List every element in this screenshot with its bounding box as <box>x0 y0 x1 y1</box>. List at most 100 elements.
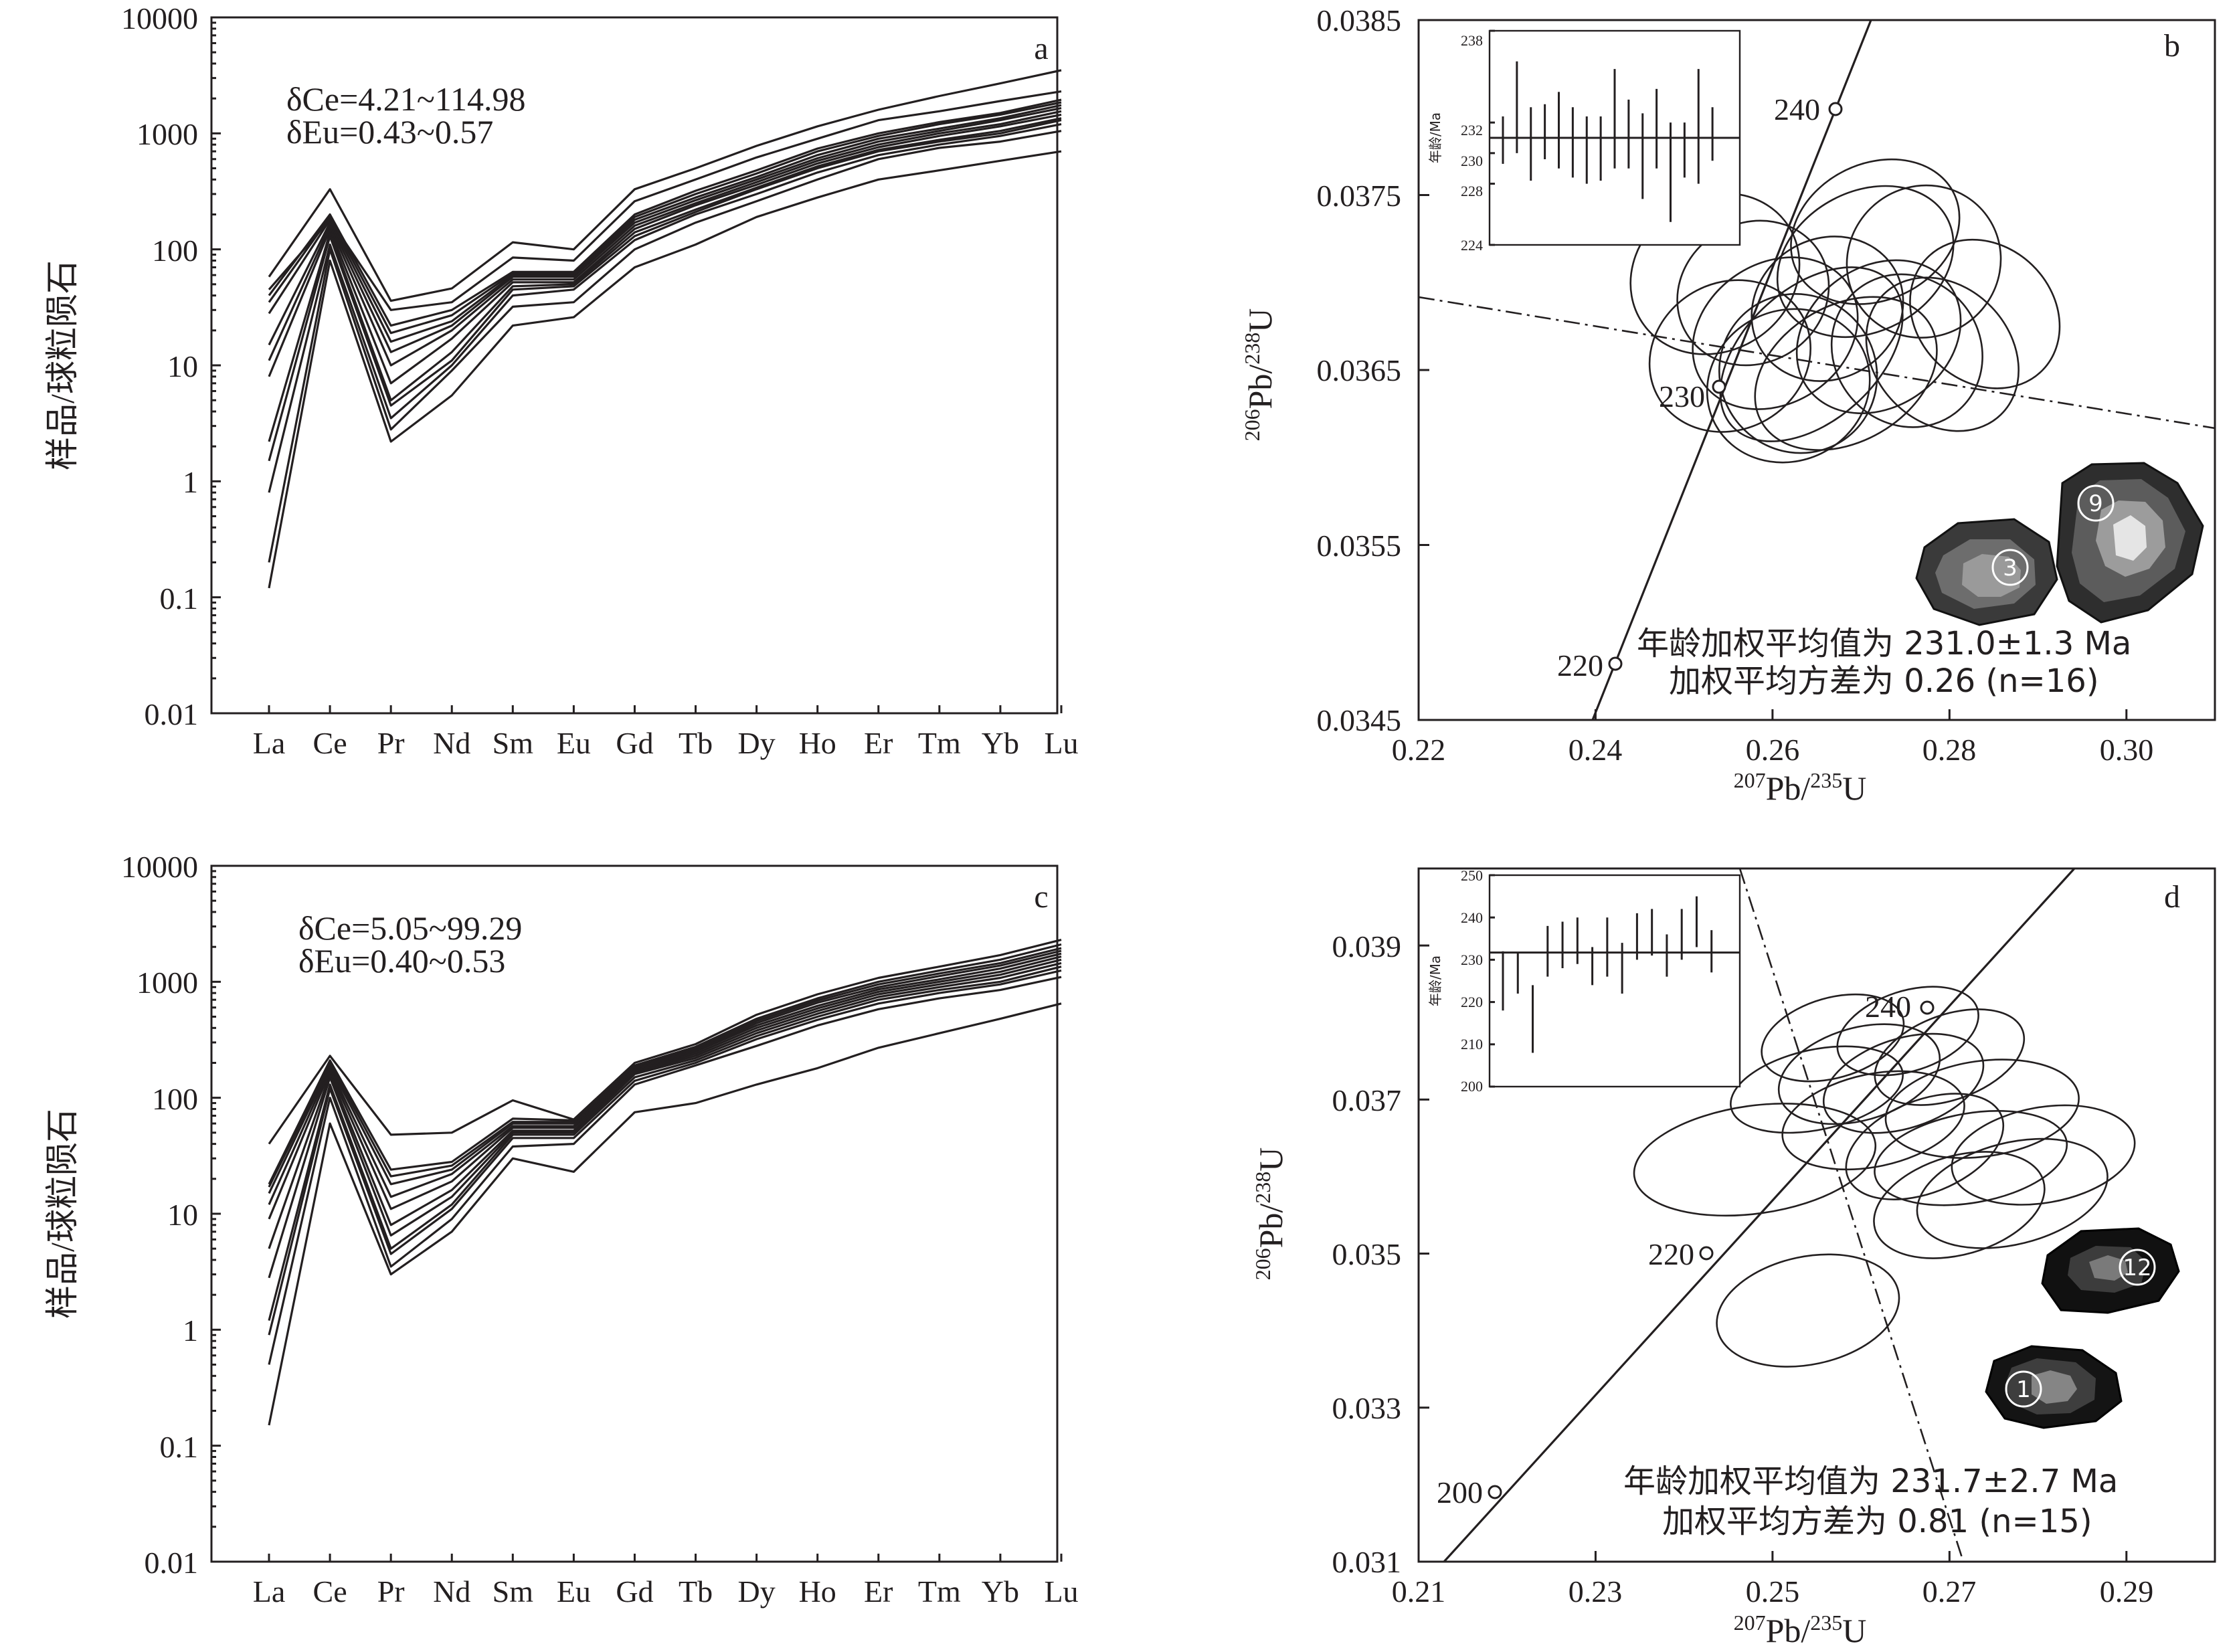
error-ellipse <box>1951 1104 2136 1206</box>
concordia-age-label: 230 <box>1659 379 1705 414</box>
inset-ytick-label: 224 <box>1461 237 1483 254</box>
xtick-label: 0.27 <box>1922 1574 1977 1609</box>
ytick-label: 1000 <box>137 966 198 1000</box>
xtick-label: 0.28 <box>1922 733 1977 767</box>
zircon-grain-image: 3 9 <box>1915 462 2204 626</box>
xtick-label: La <box>253 726 286 760</box>
ytick-label: 0.031 <box>1332 1545 1402 1579</box>
ree-pattern-line <box>268 69 1062 302</box>
concordia-age-marker <box>1699 1246 1714 1261</box>
concordia-age-label: 240 <box>1865 990 1911 1024</box>
panel-label-a: a <box>1034 31 1048 66</box>
grain-number-circle <box>2119 1249 2156 1286</box>
ytick-labels-d: 0.039 0.037 0.035 0.033 0.031 <box>1332 929 1402 1579</box>
error-ellipse <box>1706 308 1871 464</box>
zircon-grain-zone <box>1962 554 2021 597</box>
concordia-age-marker <box>1488 1485 1502 1499</box>
y-axis-title-a: 样品/球粒陨石 <box>43 260 81 470</box>
xtick-labels-b: 0.22 0.24 0.26 0.28 0.30 <box>1392 733 2154 767</box>
ytick-labels-a: 10000 1000 100 10 1 0.1 0.01 <box>121 1 198 731</box>
ree-pattern-line <box>268 101 1062 335</box>
error-ellipse <box>1781 1070 1965 1171</box>
annotation-dce-a: δCe=4.21~114.98 <box>286 80 526 118</box>
xtick-label: 0.24 <box>1569 733 1623 767</box>
error-ellipse <box>1719 266 1904 442</box>
inset-bars-d <box>1490 874 1740 1088</box>
ytick-labels-b: 0.0385 0.0375 0.0365 0.0355 0.0345 <box>1317 3 1402 737</box>
concordia-age-marker <box>1920 1000 1935 1015</box>
ytick-label: 10 <box>167 349 198 383</box>
xtick-label: Er <box>864 1574 893 1609</box>
inset-ytick-label: 230 <box>1461 951 1483 968</box>
annotation-deu-a: δEu=0.43~0.57 <box>286 113 493 151</box>
xtick-label: Yb <box>982 1574 1019 1609</box>
inset-ytick-label: 228 <box>1461 183 1483 199</box>
error-ellipse <box>1761 993 1905 1083</box>
ytick-label: 0.033 <box>1332 1391 1402 1425</box>
ree-pattern-line <box>268 90 1062 311</box>
ree-pattern-line <box>268 966 1062 1321</box>
xtick-label: Tb <box>679 1574 713 1609</box>
ytick-label: 0.1 <box>160 581 199 616</box>
xtick-label: Dy <box>737 726 775 760</box>
y-axis-title-b: 206Pb/238U <box>1240 308 1279 442</box>
ree-pattern-line <box>268 939 1062 1145</box>
xtick-label: 0.29 <box>2100 1574 2154 1609</box>
xtick-label: Eu <box>557 1574 591 1609</box>
ytick-label: 0.0385 <box>1317 3 1402 37</box>
ree-pattern-line <box>268 976 1062 1365</box>
yticks-c <box>211 864 1063 1563</box>
series-group-a <box>268 69 1062 589</box>
weighted-mean-age-d: 年龄加权平均值为 231.7±2.7 Ma <box>1623 1463 2118 1500</box>
xtick-labels-a: La Ce Pr Nd Sm Eu Gd Tb Dy Ho Er Tm Yb Lu <box>253 726 1079 760</box>
panel-c: 10000 1000 100 10 1 0.1 0.01 La Ce Pr Nd Sm E… <box>43 850 1079 1609</box>
mswd-d: 加权平均方差为 0.81 (n=15) <box>1662 1503 2092 1540</box>
ree-pattern-line <box>268 961 1062 1279</box>
ree-pattern-line <box>268 113 1062 385</box>
ytick-label: 0.01 <box>145 1546 199 1580</box>
error-ellipse <box>1873 1151 2046 1259</box>
inset-age-plot-d: 年龄/Ma 250 240 230 220 210 200 <box>1427 867 1741 1095</box>
ree-pattern-line <box>268 110 1062 367</box>
ree-pattern-line <box>268 98 1062 327</box>
xtick-label: La <box>253 1574 286 1609</box>
ytick-label: 0.035 <box>1332 1237 1402 1271</box>
inset-ytick-label: 210 <box>1461 1036 1483 1052</box>
xtick-label: Dy <box>737 1574 775 1609</box>
panel-a: 10000 1000 100 10 1 0.1 0.01 La Ce Pr Nd Sm E… <box>43 1 1079 760</box>
inset-ytick-label: 200 <box>1461 1078 1483 1095</box>
inset-ytick-label: 240 <box>1461 909 1483 926</box>
zircon-grain-image: 12 1 <box>1985 1227 2180 1429</box>
ree-pattern-line <box>268 107 1062 353</box>
grain-number: 9 <box>2088 490 2103 517</box>
ytick-label: 1 <box>183 1313 198 1348</box>
xtick-label: Nd <box>433 726 470 760</box>
regression-line-d <box>1738 868 1965 1562</box>
concordia-age-label: 220 <box>1648 1237 1694 1271</box>
inset-ytick-label: 238 <box>1461 32 1483 49</box>
error-ellipse <box>1795 259 1962 414</box>
xtick-label: Pr <box>377 726 405 760</box>
error-ellipse <box>1836 986 1979 1077</box>
ytick-label: 0.0355 <box>1317 529 1402 563</box>
xtick-label: Tm <box>918 1574 961 1609</box>
weighted-mean-age-b: 年龄加权平均值为 231.0±1.3 Ma <box>1637 625 2131 662</box>
error-ellipse <box>1845 1093 2005 1200</box>
zircon-grain-zone <box>2113 515 2147 561</box>
error-ellipse <box>1692 256 1859 410</box>
ytick-label: 0.037 <box>1332 1083 1402 1117</box>
ytick-label: 0.0345 <box>1317 703 1402 737</box>
grain-number-circle <box>2005 1370 2042 1408</box>
ree-pattern-line <box>268 1002 1062 1426</box>
ytick-label: 0.0365 <box>1317 353 1402 387</box>
series-group-c <box>268 939 1062 1426</box>
xtick-label: Gd <box>616 726 653 760</box>
concordia-curve-d <box>1443 868 2076 1562</box>
panel-b: 0.22 0.24 0.26 0.28 0.30 0.0385 0.0375 0… <box>1240 3 2216 807</box>
ree-pattern-line <box>268 104 1062 343</box>
ree-pattern-line <box>268 117 1062 442</box>
xtick-label: Lu <box>1044 726 1078 760</box>
y-axis-title-d: 206Pb/238U <box>1251 1148 1289 1281</box>
ree-pattern-line <box>268 952 1062 1205</box>
